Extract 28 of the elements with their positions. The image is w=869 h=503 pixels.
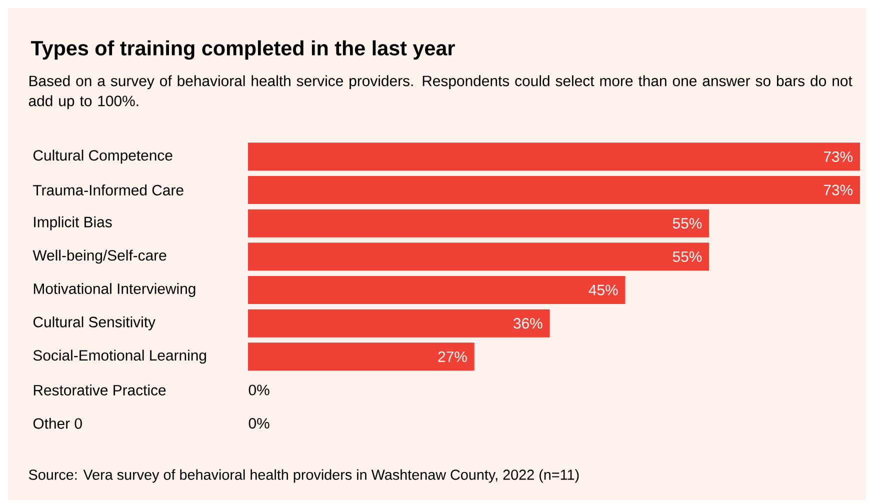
y-tick-label: Implicit Bias (34, 216, 112, 230)
y-tick-label: Restorative Practice (34, 384, 166, 396)
chart-title: Types of training completed in the last year (30, 40, 455, 60)
data-label: 55% (672, 218, 702, 229)
data-label: 27% (438, 351, 467, 362)
y-tick-label: Motivational Interviewing (34, 283, 196, 297)
y-tick-label: Social-Emotional Learning (33, 350, 206, 364)
chart-subtitle: Based on a survey of behavioral health service providers. Respondents could select more than one answer so bars do not add up to 100%. (28, 75, 852, 110)
source-note: Source: Vera survey of behavioral health providers in Washtenaw County, 2022 (n=11) (28, 469, 579, 483)
y-tick-label: Well-being/Self-care (32, 250, 166, 264)
bar (248, 309, 550, 338)
data-label: 73% (824, 184, 852, 196)
y-tick-label: Cultural Sensitivity (33, 316, 156, 330)
bar (248, 176, 860, 204)
bar (248, 142, 860, 171)
y-tick-label: Trauma-Informed Care (33, 184, 184, 196)
y-tick-label: Cultural Competence (33, 150, 172, 164)
bar (248, 209, 710, 238)
data-label: 36% (514, 318, 542, 329)
data-label: 0% (248, 384, 270, 396)
bar (248, 276, 626, 304)
data-label: 55% (672, 251, 702, 262)
bar (248, 242, 710, 271)
data-label: 0% (248, 418, 270, 429)
data-label: 45% (588, 284, 618, 296)
data-label: 73% (824, 151, 852, 162)
y-tick-label: Other 0 (33, 418, 82, 429)
bar (248, 342, 474, 371)
